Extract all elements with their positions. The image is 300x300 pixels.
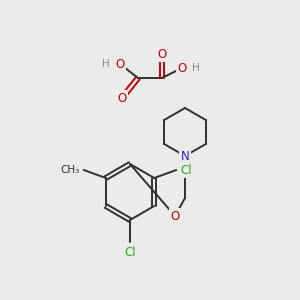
Text: N: N (181, 149, 189, 163)
Text: CH₃: CH₃ (61, 165, 80, 175)
Text: O: O (116, 58, 124, 70)
Text: O: O (170, 209, 180, 223)
Text: H: H (192, 63, 200, 73)
Text: H: H (102, 59, 110, 69)
Text: Cl: Cl (124, 246, 136, 259)
Text: O: O (117, 92, 127, 104)
Text: Cl: Cl (180, 164, 192, 176)
Text: O: O (177, 61, 187, 74)
Text: O: O (158, 47, 166, 61)
